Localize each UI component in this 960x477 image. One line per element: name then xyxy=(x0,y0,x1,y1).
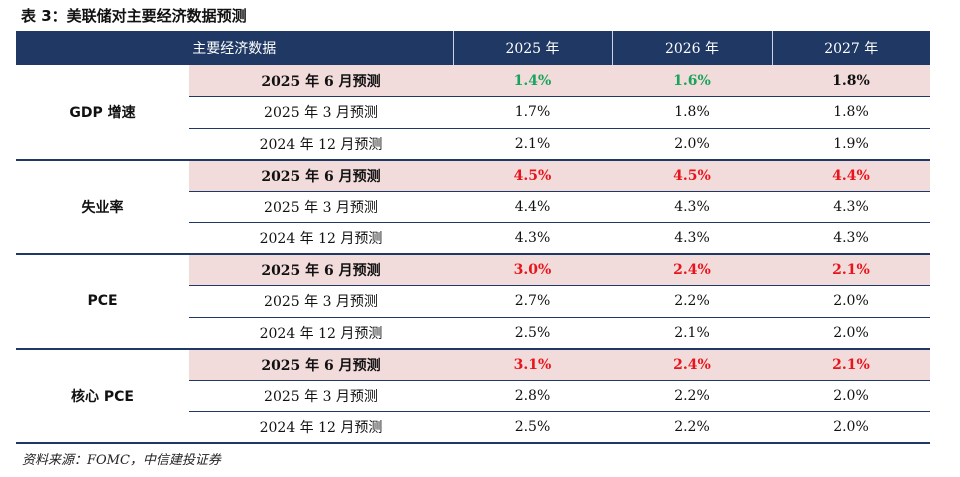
table-row: 失业率 2025 年 6 月预测 4.5% 4.5% 4.4% xyxy=(16,159,930,255)
value-cell: 4.3% xyxy=(612,191,772,223)
value-cell: 4.3% xyxy=(612,222,772,255)
value-cell: 2.1% xyxy=(612,317,772,350)
category-cell: PCE xyxy=(16,254,189,350)
value-cell: 3.1% xyxy=(453,348,612,381)
value-cell: 1.8% xyxy=(772,96,930,129)
table-row: PCE 2025 年 6 月预测 3.0% 2.4% 2.1% xyxy=(16,254,930,350)
forecast-label-cell: 2024 年 12 月预测 xyxy=(189,222,453,255)
value-cell: 4.5% xyxy=(453,159,612,192)
header-indicator: 主要经济数据 xyxy=(16,31,454,65)
forecast-label-cell: 2025 年 6 月预测 xyxy=(189,65,453,97)
header-2027: 2027 年 xyxy=(772,31,930,65)
forecast-label-cell: 2025 年 6 月预测 xyxy=(189,254,453,286)
table-row: GDP 增速 2025 年 6 月预测 1.4% 1.6% 1.8% xyxy=(16,65,930,161)
forecast-label-cell: 2025 年 3 月预测 xyxy=(189,380,453,412)
table-row: 2024 年 12 月预测 4.3% 4.3% 4.3% xyxy=(16,222,930,255)
value-cell: 1.4% xyxy=(453,65,612,97)
table-title: 表 3：美联储对主要经济数据预测 xyxy=(21,7,247,25)
table-row: 2025 年 3 月预测 2.7% 2.2% 2.0% xyxy=(16,285,930,318)
forecast-label-cell: 2024 年 12 月预测 xyxy=(189,411,453,444)
forecast-label-cell: 2025 年 6 月预测 xyxy=(189,159,453,192)
value-cell: 2.0% xyxy=(772,411,930,444)
value-cell: 1.6% xyxy=(612,65,772,97)
value-cell: 2.0% xyxy=(772,317,930,350)
forecast-label-cell: 2025 年 3 月预测 xyxy=(189,285,453,318)
value-cell: 2.2% xyxy=(612,380,772,412)
header-row: 主要经济数据 2025 年 2026 年 2027 年 xyxy=(16,31,930,65)
forecast-label-cell: 2024 年 12 月预测 xyxy=(189,128,453,161)
value-cell: 1.7% xyxy=(453,96,612,129)
value-cell: 2.0% xyxy=(612,128,772,161)
source-note: 资料来源：FOMC，中信建投证券 xyxy=(22,453,221,468)
table-row: 2024 年 12 月预测 2.5% 2.2% 2.0% xyxy=(16,411,930,444)
value-cell: 2.8% xyxy=(453,380,612,412)
table-row: 核心 PCE 2025 年 6 月预测 3.1% 2.4% 2.1% xyxy=(16,348,930,444)
header-2026: 2026 年 xyxy=(612,31,773,65)
category-cell: GDP 增速 xyxy=(16,65,189,161)
forecast-label-cell: 2025 年 6 月预测 xyxy=(189,348,453,381)
value-cell: 1.9% xyxy=(772,128,930,161)
table-row: 2024 年 12 月预测 2.1% 2.0% 1.9% xyxy=(16,128,930,161)
category-cell: 失业率 xyxy=(16,159,189,255)
value-cell: 2.0% xyxy=(772,380,930,412)
value-cell: 4.3% xyxy=(453,222,612,255)
value-cell: 2.2% xyxy=(612,411,772,444)
value-cell: 2.4% xyxy=(612,348,772,381)
forecast-label-cell: 2025 年 3 月预测 xyxy=(189,96,453,129)
value-cell: 4.4% xyxy=(453,191,612,223)
value-cell: 2.1% xyxy=(453,128,612,161)
header-2025: 2025 年 xyxy=(453,31,613,65)
table-row: 2025 年 3 月预测 4.4% 4.3% 4.3% xyxy=(16,191,930,223)
value-cell: 3.0% xyxy=(453,254,612,286)
value-cell: 2.1% xyxy=(772,348,930,381)
value-cell: 2.0% xyxy=(772,285,930,318)
value-cell: 2.5% xyxy=(453,317,612,350)
value-cell: 4.3% xyxy=(772,191,930,223)
value-cell: 2.4% xyxy=(612,254,772,286)
value-cell: 4.4% xyxy=(772,159,930,192)
category-cell: 核心 PCE xyxy=(16,348,189,444)
value-cell: 2.5% xyxy=(453,411,612,444)
table-row: 2024 年 12 月预测 2.5% 2.1% 2.0% xyxy=(16,317,930,350)
value-cell: 2.7% xyxy=(453,285,612,318)
forecast-label-cell: 2025 年 3 月预测 xyxy=(189,191,453,223)
value-cell: 4.3% xyxy=(772,222,930,255)
table-row: 2025 年 3 月预测 2.8% 2.2% 2.0% xyxy=(16,380,930,412)
forecast-label-cell: 2024 年 12 月预测 xyxy=(189,317,453,350)
value-cell: 2.1% xyxy=(772,254,930,286)
value-cell: 4.5% xyxy=(612,159,772,192)
value-cell: 2.2% xyxy=(612,285,772,318)
forecast-table: 主要经济数据 2025 年 2026 年 2027 年 GDP 增速 2025 年… xyxy=(16,31,930,444)
value-cell: 1.8% xyxy=(772,65,930,97)
table-row: 2025 年 3 月预测 1.7% 1.8% 1.8% xyxy=(16,96,930,129)
value-cell: 1.8% xyxy=(612,96,772,129)
